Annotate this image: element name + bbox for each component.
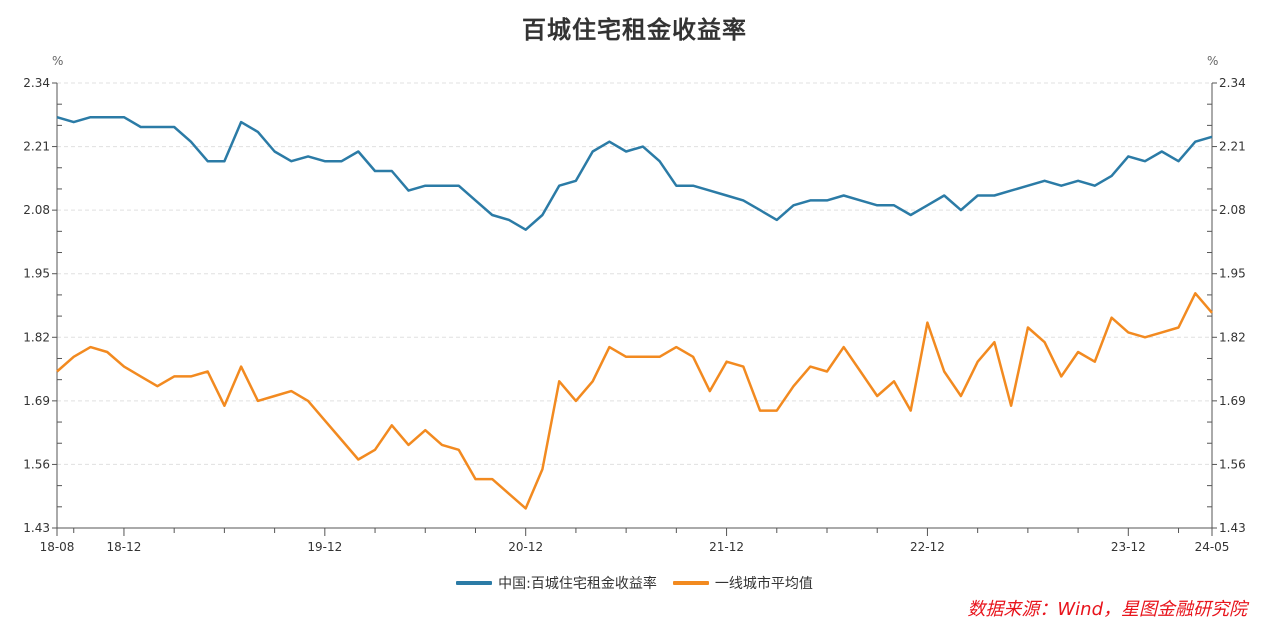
y-tick-label-left: 1.69	[23, 394, 50, 408]
y-tick-label-left: 2.34	[23, 76, 50, 90]
x-tick-label: 20-12	[508, 540, 543, 554]
x-tick-label: 24-05	[1195, 540, 1230, 554]
data-source-note: 数据来源：Wind，星图金融研究院	[967, 599, 1247, 620]
y-tick-label-left: 2.08	[23, 203, 50, 217]
y-tick-label-right: 2.21	[1219, 140, 1246, 154]
x-tick-label: 18-12	[107, 540, 142, 554]
legend: 中国:百城住宅租金收益率 一线城市平均值	[0, 573, 1269, 593]
axes: 1.43 1.43 1.56 1.56 1.69 1.69 1.82 1.82 1.95 1.95…	[23, 76, 1245, 554]
legend-swatch-blue-icon	[456, 581, 493, 585]
series-line-tier1-average	[56, 292, 1213, 510]
y-tick-label-right: 1.95	[1219, 267, 1246, 281]
x-tick-label: 22-12	[910, 540, 945, 554]
y-tick-label-right: 1.56	[1219, 457, 1246, 471]
y-tick-label-left: 2.21	[23, 140, 50, 154]
y-tick-label-right: 1.82	[1219, 330, 1246, 344]
x-tick-label: 19-12	[307, 540, 342, 554]
y-tick-label-right: 1.69	[1219, 394, 1246, 408]
y-tick-label-left: 1.82	[23, 330, 50, 344]
y-tick-label-left: 1.56	[23, 457, 50, 471]
chart-title: 百城住宅租金收益率	[522, 16, 747, 44]
legend-item-china-100-cities[interactable]: 中国:百城住宅租金收益率	[456, 573, 657, 593]
y-tick-label-right: 2.34	[1219, 76, 1246, 90]
x-tick-label: 21-12	[709, 540, 744, 554]
x-tick-label: 18-08	[40, 540, 75, 554]
legend-label: 一线城市平均值	[714, 576, 813, 592]
y-tick-label-right: 1.43	[1219, 521, 1246, 535]
legend-swatch-orange-icon	[672, 581, 709, 585]
x-tick-label: 23-12	[1111, 540, 1146, 554]
legend-label: 中国:百城住宅租金收益率	[498, 576, 657, 592]
series-line-china-100-cities	[56, 115, 1213, 231]
series-lines	[56, 115, 1213, 510]
y-unit-left: %	[52, 54, 63, 68]
y-unit-right: %	[1207, 54, 1218, 68]
gridlines	[57, 82, 1212, 465]
legend-item-tier1-average[interactable]: 一线城市平均值	[672, 573, 813, 593]
y-tick-label-left: 1.95	[23, 267, 50, 281]
y-tick-label-right: 2.08	[1219, 203, 1246, 217]
y-tick-label-left: 1.43	[23, 521, 50, 535]
